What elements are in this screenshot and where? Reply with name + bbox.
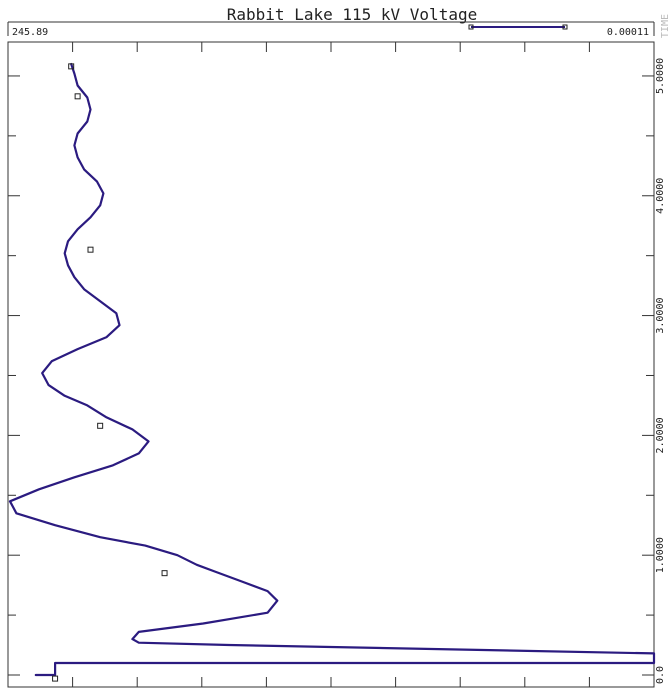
series-line	[8, 62, 656, 677]
time-tick-label: 3.0000	[655, 298, 666, 334]
trace-marker	[97, 422, 104, 429]
chart-title: Rabbit Lake 115 kV Voltage	[227, 5, 477, 24]
series-group	[8, 62, 656, 677]
trace-marker	[74, 93, 81, 100]
legend-marker-right	[562, 24, 568, 30]
time-tick-label: 2.0000	[655, 417, 666, 453]
x-max-label: 0.00011	[607, 27, 649, 38]
trace-marker	[87, 246, 94, 253]
time-tick-label: 4.0000	[655, 178, 666, 214]
trace-marker	[68, 63, 75, 70]
plot-frame	[7, 41, 655, 688]
legend-marker-left	[468, 24, 474, 30]
time-tick-label: 0.0	[655, 666, 666, 684]
time-tick-labels: 0.0 1.0000 2.0000 3.0000 4.0000 5.0000	[655, 58, 666, 684]
x-min-label: 245.89	[12, 27, 48, 38]
time-tick-label: 5.0000	[655, 58, 666, 94]
axis-ticks	[8, 42, 654, 687]
time-axis-label: TIME	[660, 14, 671, 38]
trace-marker	[52, 675, 59, 682]
trace-marker	[161, 570, 168, 577]
time-tick-label: 1.0000	[655, 537, 666, 573]
marker-group	[52, 63, 168, 682]
legend-swatch	[468, 24, 568, 30]
